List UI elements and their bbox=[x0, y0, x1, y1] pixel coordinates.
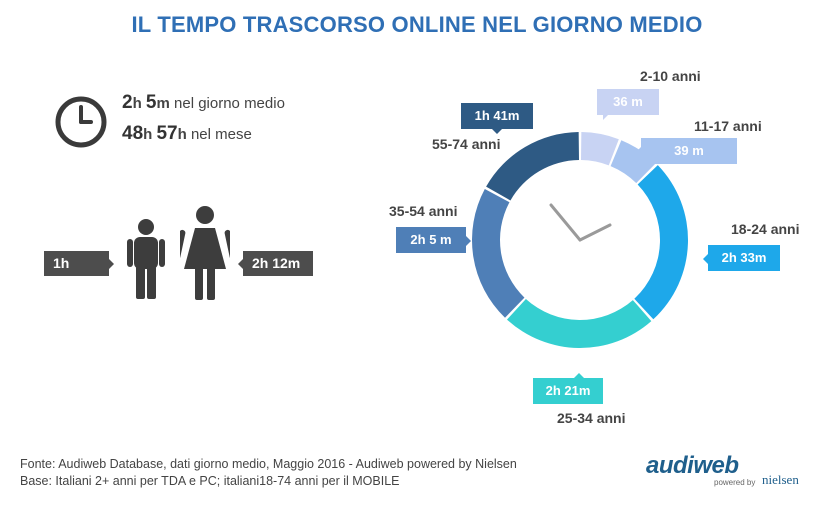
age-label-35-54: 35-54 anni bbox=[389, 203, 458, 219]
age-label-2-10: 2-10 anni bbox=[640, 68, 701, 84]
monthly-time-stat: 48h 57h nel mese bbox=[122, 123, 252, 145]
value-label-11-17: 39 m bbox=[636, 138, 737, 164]
audiweb-wordmark: audiweb bbox=[646, 452, 739, 479]
male-time-tag: 1h 57m bbox=[44, 251, 114, 296]
value-label-2-10: 36 m bbox=[597, 89, 659, 120]
value-label-25-34: 2h 21m bbox=[533, 373, 603, 404]
donut-segment-18-24-anni bbox=[634, 165, 689, 320]
daily-hours: 2 bbox=[122, 92, 133, 113]
age-label-55-74: 55-74 anni bbox=[432, 136, 501, 152]
clock-hand-long bbox=[549, 203, 582, 242]
monthly-hours: 48 bbox=[122, 123, 144, 144]
age-label-25-34: 25-34 anni bbox=[557, 410, 626, 426]
male-icon bbox=[127, 219, 165, 299]
daily-hours-unit: h bbox=[132, 95, 142, 112]
age-label-11-17: 11-17 anni bbox=[694, 118, 762, 134]
value-label-55-74: 1h 41m bbox=[461, 103, 533, 134]
monthly-hours-unit: h bbox=[143, 126, 153, 143]
donut-segment-2-10-anni bbox=[581, 132, 619, 166]
donut-segment-35-54-anni bbox=[471, 189, 525, 318]
daily-caption: nel giorno medio bbox=[174, 95, 285, 112]
page-title: IL TEMPO TRASCORSO ONLINE NEL GIORNO MED… bbox=[131, 12, 703, 37]
clock-icon bbox=[55, 96, 107, 148]
donut-segment-25-34-anni bbox=[506, 298, 652, 348]
age-label-18-24: 18-24 anni bbox=[731, 221, 800, 237]
monthly-caption: nel mese bbox=[190, 126, 252, 143]
source-note: Fonte: Audiweb Database, dati giorno med… bbox=[20, 457, 517, 471]
nielsen-wordmark: nielsen bbox=[762, 472, 799, 487]
female-time-tag: 2h 12m bbox=[238, 251, 313, 276]
powered-by-text: powered by bbox=[714, 478, 756, 487]
monthly-minutes: 57 bbox=[156, 123, 178, 144]
audiweb-logo: audiweb powered by nielsen bbox=[646, 452, 799, 487]
daily-time-stat: 2h 5m nel giorno medio bbox=[122, 92, 285, 114]
value-label-35-54: 2h 5 m bbox=[396, 227, 471, 253]
base-note: Base: Italiani 2+ anni per TDA e PC; ita… bbox=[20, 474, 400, 488]
female-icon bbox=[180, 206, 230, 300]
clock-hand-short bbox=[578, 223, 612, 242]
daily-minutes: 5 bbox=[145, 92, 157, 113]
donut-segment-11-17-anni bbox=[610, 140, 656, 184]
monthly-minutes-unit: h bbox=[177, 126, 187, 143]
donut-segment-55-74-anni bbox=[486, 132, 579, 201]
daily-minutes-unit: m bbox=[156, 95, 170, 112]
value-label-18-24: 2h 33m bbox=[703, 245, 780, 271]
